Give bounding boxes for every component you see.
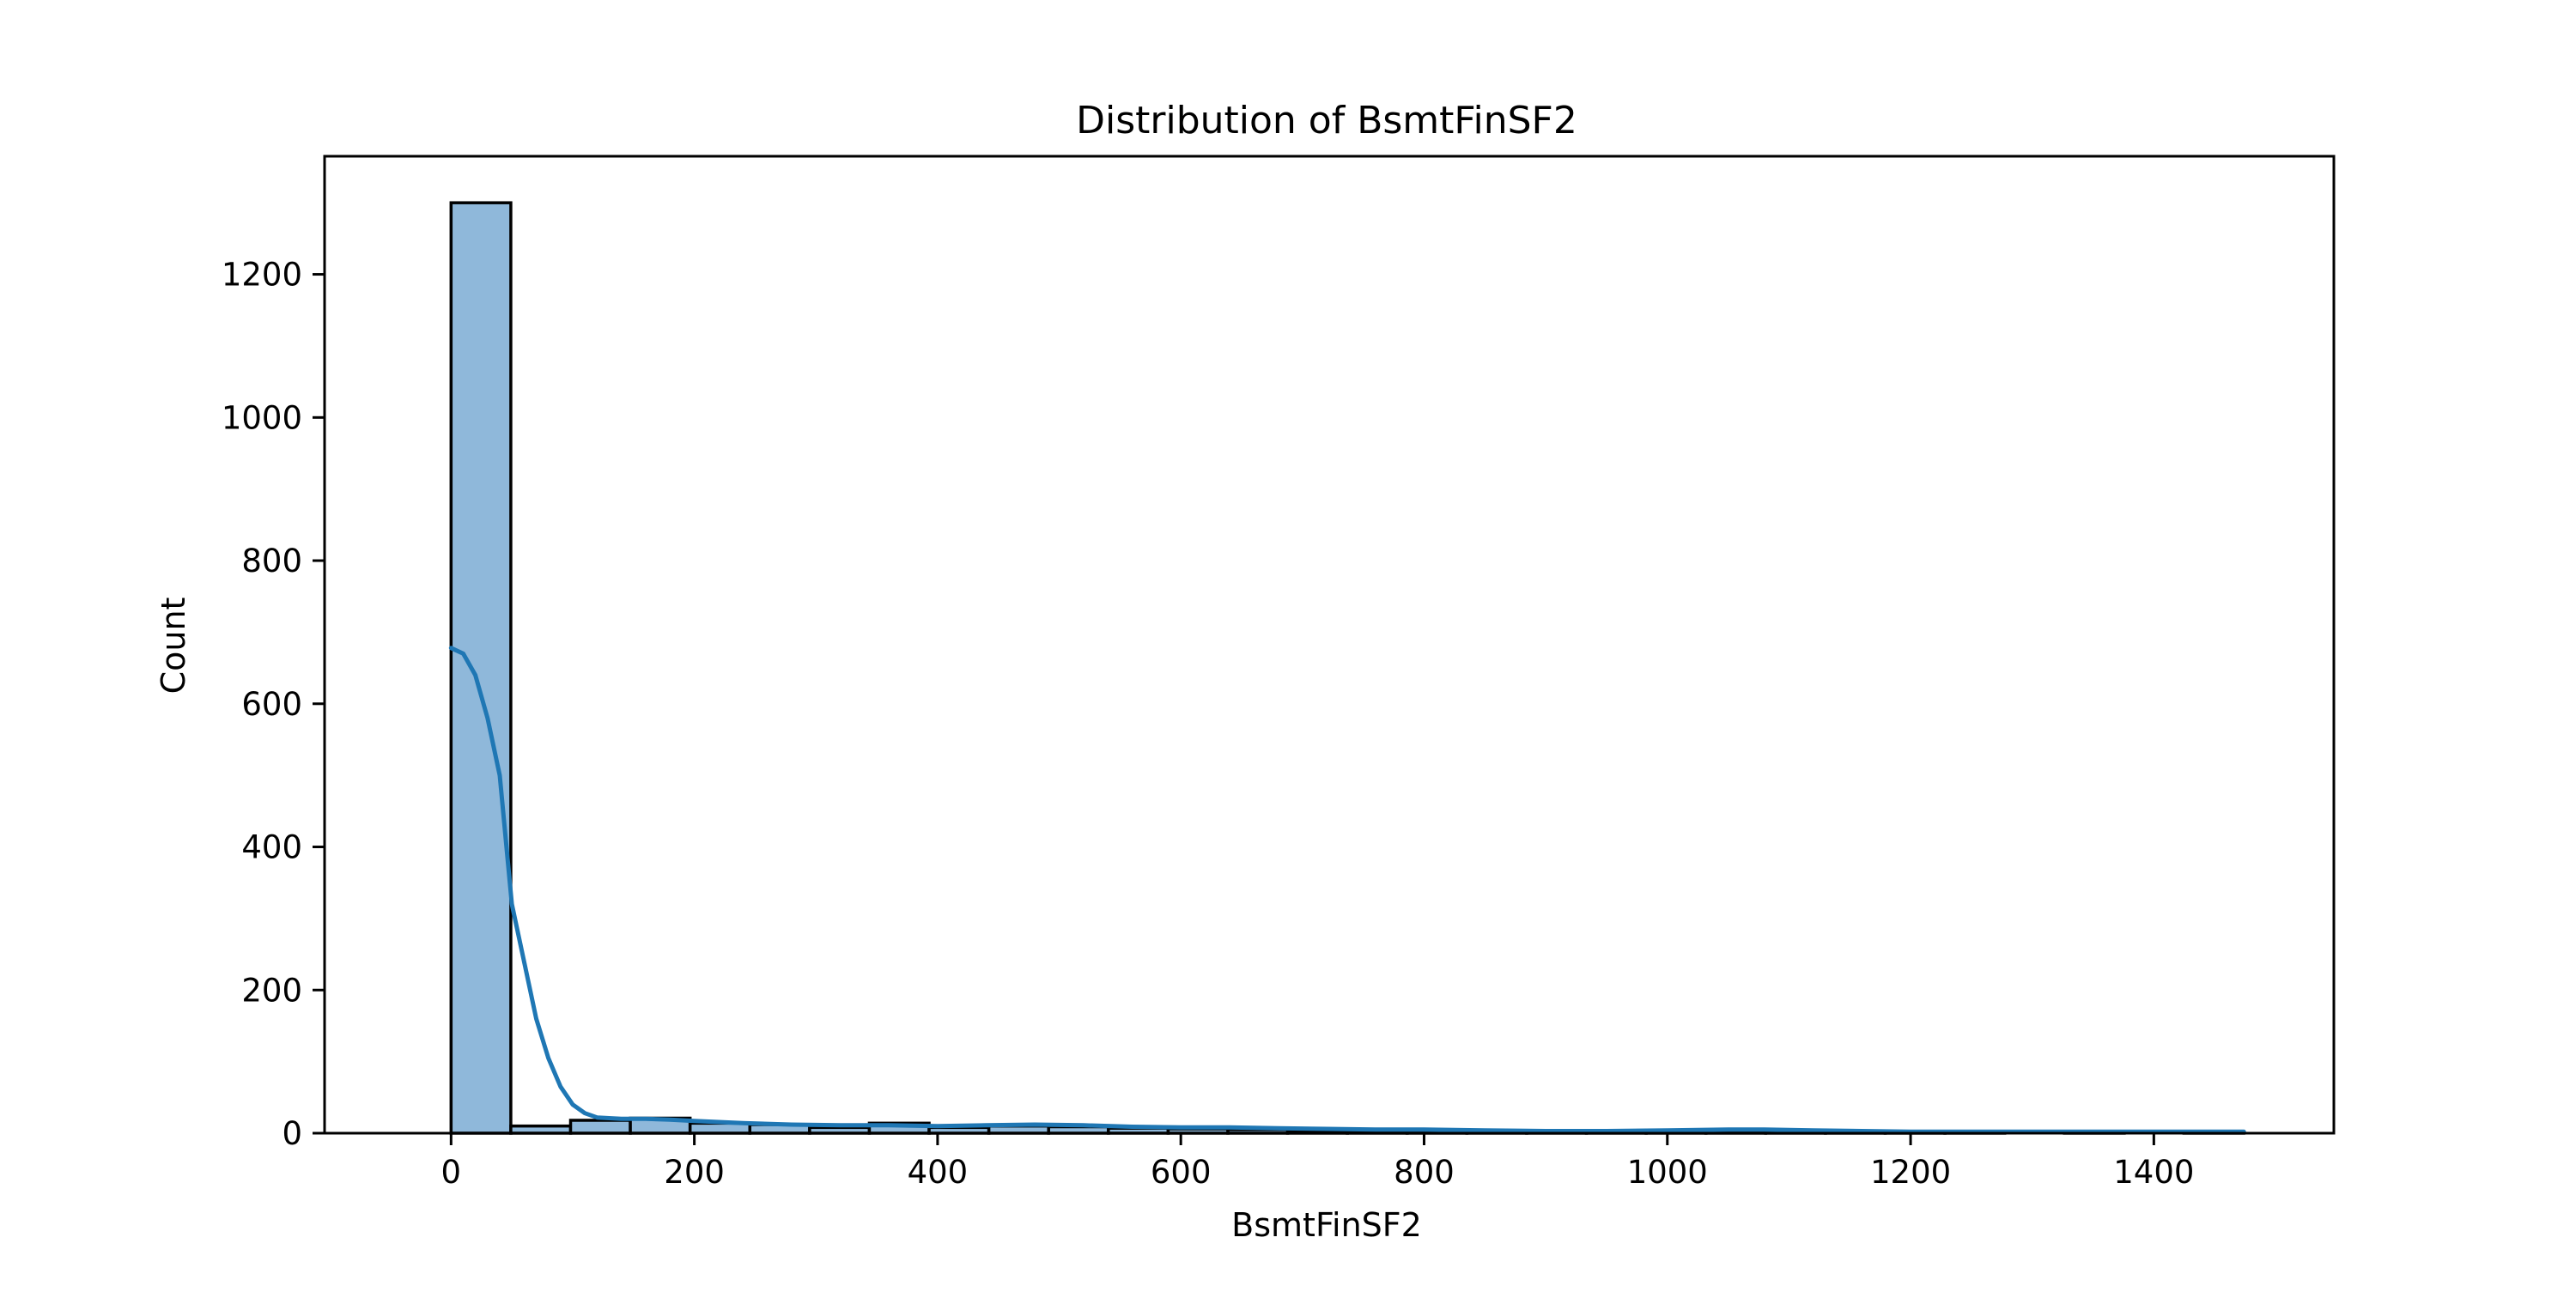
y-tick-label: 1200 <box>222 257 302 294</box>
y-axis-label: Count <box>155 597 192 695</box>
plot-frame <box>323 155 2336 1135</box>
x-tick-label: 600 <box>1151 1154 1212 1191</box>
y-tick-label: 200 <box>241 972 302 1009</box>
x-axis-label: BsmtFinSF2 <box>1231 1206 1422 1244</box>
x-tick-label: 200 <box>664 1154 725 1191</box>
y-ticks: 0 200 400 600 800 1000 1200 <box>222 257 325 1152</box>
y-tick-label: 1000 <box>222 399 302 436</box>
kde-layer <box>448 646 2246 1134</box>
x-tick-label: 0 <box>441 1154 462 1191</box>
histogram-bar <box>449 201 513 1135</box>
y-tick-label: 0 <box>282 1115 302 1152</box>
x-tick-label: 800 <box>1394 1154 1455 1191</box>
kde-line <box>448 646 2246 1134</box>
x-ticks: 0 200 400 600 800 1000 1200 1400 <box>441 1133 2194 1191</box>
bars-layer <box>449 201 2245 1135</box>
histogram-bar <box>568 1119 632 1135</box>
y-tick-label: 400 <box>241 829 302 866</box>
y-tick-label: 600 <box>241 686 302 723</box>
chart-title: Distribution of BsmtFinSF2 <box>1076 99 1577 143</box>
x-tick-label: 1400 <box>2113 1154 2194 1191</box>
x-tick-label: 400 <box>908 1154 969 1191</box>
x-tick-label: 1000 <box>1627 1154 1708 1191</box>
x-tick-label: 1200 <box>1870 1154 1951 1191</box>
y-tick-label: 800 <box>241 543 302 579</box>
